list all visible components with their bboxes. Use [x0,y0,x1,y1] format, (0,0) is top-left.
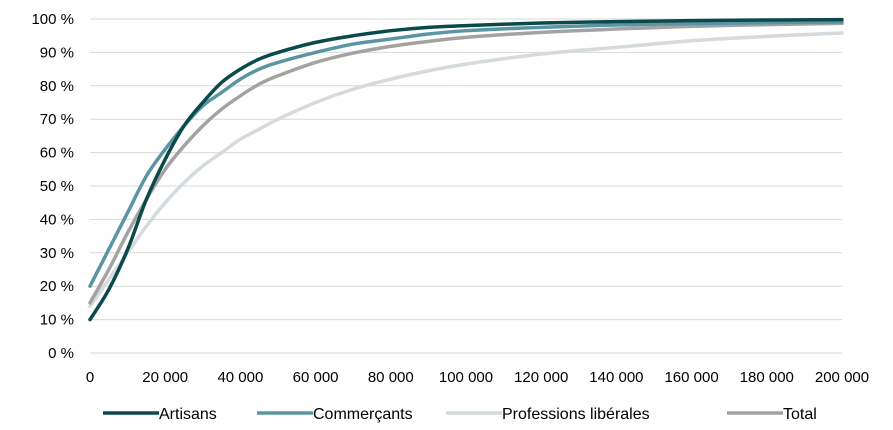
series-line-professions-liberales [88,31,844,308]
y-tick-label: 70 % [40,111,74,128]
x-tick-label: 120 000 [514,369,568,386]
y-tick-label: 50 % [40,178,74,195]
x-tick-label: 200 000 [815,369,869,386]
y-tick-label: 20 % [40,278,74,295]
y-tick-label: 10 % [40,312,74,329]
y-tick-label: 100 % [31,11,74,28]
x-tick-label: 0 [86,369,94,386]
y-tick-label: 90 % [40,44,74,61]
y-tick-label: 0 % [48,345,74,362]
series-line-total [88,21,844,305]
legend-item-professions-liberales: Professions libérales [446,406,650,423]
x-tick-label: 100 000 [439,369,493,386]
legend-label: Artisans [159,406,217,423]
x-tick-label: 60 000 [293,369,339,386]
x-tick-label: 80 000 [368,369,414,386]
legend-label: Total [783,406,817,423]
legend-label: Commerçants [313,406,413,423]
y-tick-label: 80 % [40,78,74,95]
legend: Artisans Commerçants Professions libérales… [103,406,817,423]
legend-item-artisans: Artisans [103,406,217,423]
x-tick-label: 40 000 [217,369,263,386]
series-lines [88,17,844,322]
y-tick-label: 60 % [40,145,74,162]
legend-label: Professions libérales [502,406,650,423]
x-axis-tick-labels: 0 20 000 40 000 60 000 80 000 100 000 120 000 1… [86,369,869,386]
y-tick-label: 30 % [40,245,74,262]
gridlines [90,18,842,354]
x-tick-label: 160 000 [664,369,718,386]
y-axis-tick-labels: 0 % 10 % 20 % 30 % 40 % 50 % 60 % 70 % 80 % 90 % 1… [31,11,74,362]
x-tick-label: 20 000 [142,369,188,386]
legend-item-total: Total [727,406,817,423]
x-tick-label: 140 000 [589,369,643,386]
x-tick-label: 180 000 [740,369,794,386]
series-line-artisans [88,17,844,322]
y-tick-label: 40 % [40,211,74,228]
legend-item-commercants: Commerçants [257,406,413,423]
series-line-commercants [88,20,844,288]
